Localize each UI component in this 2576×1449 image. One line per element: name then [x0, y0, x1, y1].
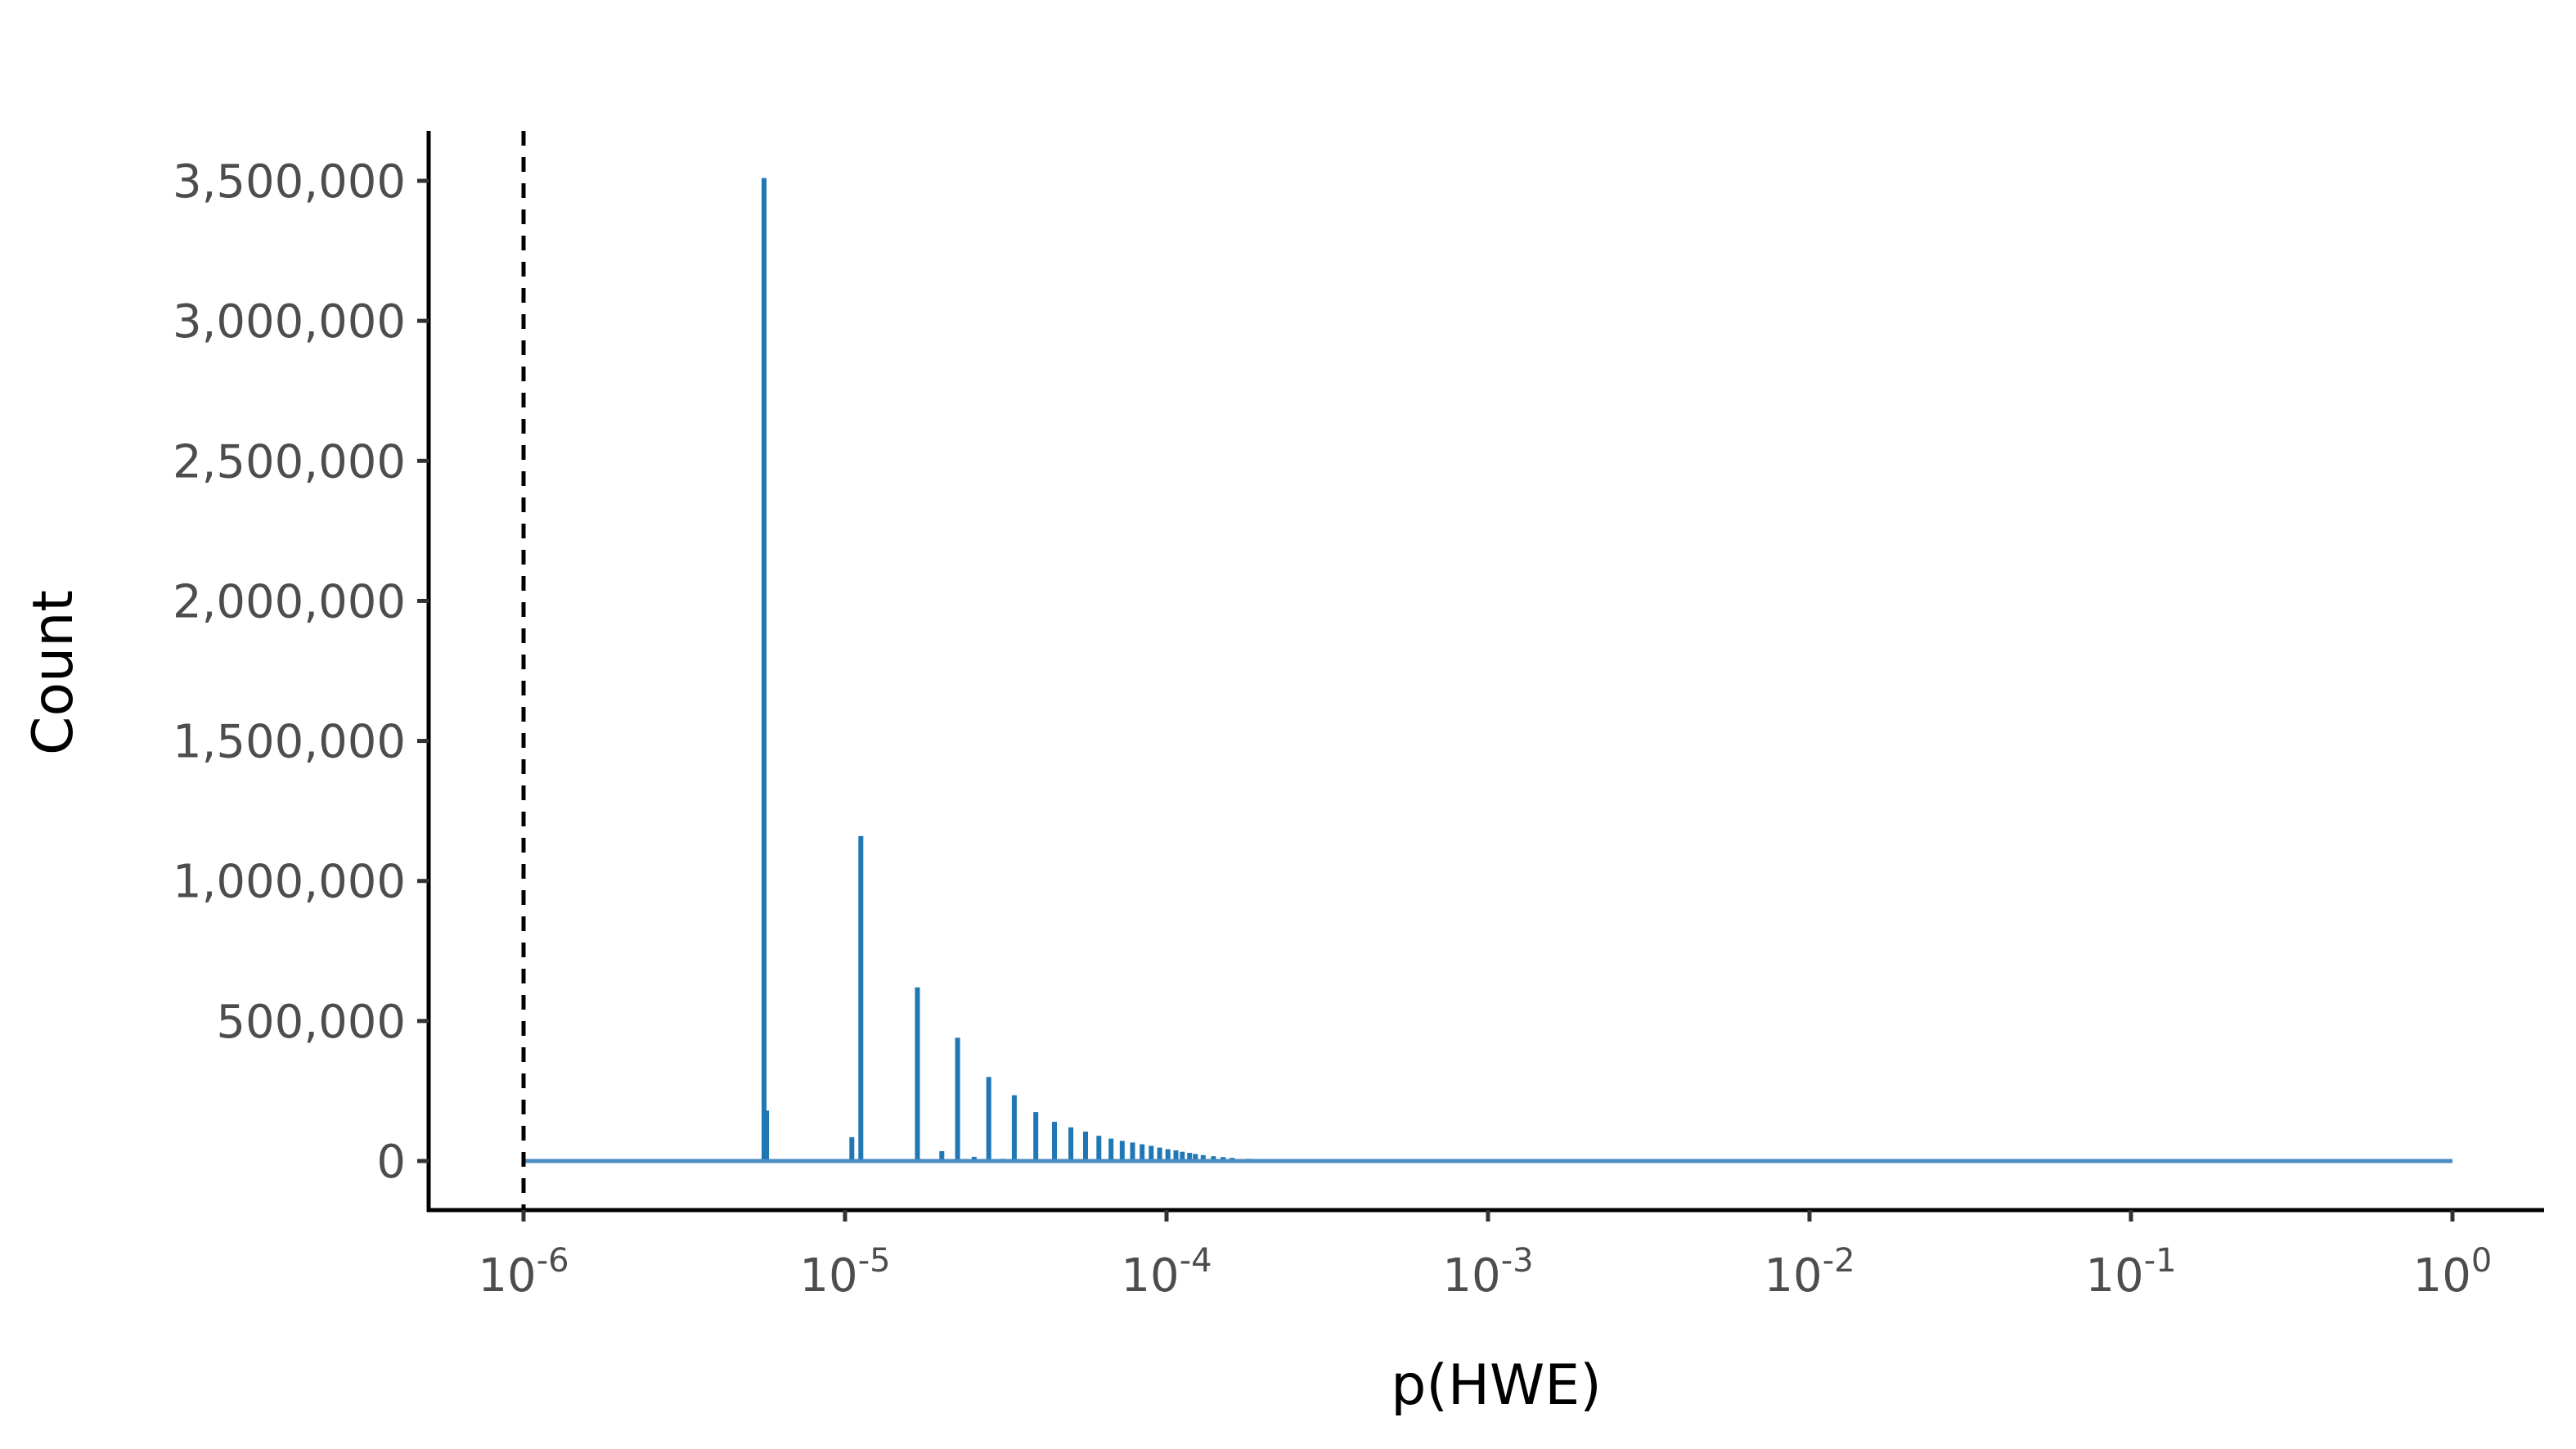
histogram-bar — [1157, 1147, 1162, 1161]
histogram-bar — [1052, 1122, 1057, 1161]
histogram-bar — [1180, 1151, 1185, 1161]
histogram-bar — [1108, 1138, 1114, 1161]
x-tick-label: 10-5 — [799, 1242, 890, 1303]
y-tick-label: 500,000 — [216, 996, 406, 1049]
histogram-bar — [1211, 1156, 1216, 1161]
x-tick-label: 10-4 — [1121, 1242, 1212, 1303]
x-axis-ticks: 10-6 10-5 10-4 10-3 10-2 10-1 100 — [478, 1210, 2492, 1303]
histogram-bar — [1193, 1154, 1198, 1161]
histogram-bar — [1119, 1141, 1125, 1161]
histogram-bar — [1033, 1112, 1039, 1161]
histogram-bar — [1173, 1150, 1179, 1161]
y-tick-label: 3,500,000 — [173, 155, 406, 209]
histogram-bar — [1096, 1136, 1102, 1161]
bars-layer — [762, 178, 2384, 1162]
histogram-bar — [849, 1136, 855, 1161]
y-tick-label: 1,000,000 — [173, 856, 406, 909]
histogram-bar — [971, 1156, 977, 1161]
x-tick-label: 10-2 — [1764, 1242, 1854, 1303]
histogram-bar — [1130, 1142, 1135, 1161]
y-tick-label: 3,000,000 — [173, 295, 406, 349]
histogram-bar — [1011, 1095, 1017, 1161]
histogram-bar — [1187, 1153, 1193, 1161]
histogram-bar — [1068, 1127, 1074, 1161]
y-tick-label: 0 — [376, 1136, 406, 1189]
x-tick-label: 10-6 — [478, 1242, 569, 1303]
histogram-bar — [1200, 1154, 1206, 1161]
histogram-bar — [858, 835, 864, 1161]
y-axis-title: Count — [21, 590, 86, 755]
histogram-bar — [939, 1151, 945, 1161]
y-tick-label: 1,500,000 — [173, 716, 406, 769]
histogram-bar — [986, 1077, 991, 1161]
histogram-bar — [1140, 1144, 1145, 1161]
y-tick-label: 2,000,000 — [173, 575, 406, 628]
histogram-bar — [1083, 1132, 1088, 1161]
y-axis-ticks: 0 500,000 1,000,000 1,500,000 2,000,000 2,500… — [173, 155, 429, 1189]
histogram-bar — [1165, 1149, 1171, 1161]
x-tick-label: 100 — [2413, 1242, 2493, 1303]
histogram-bar — [762, 178, 767, 1162]
histogram-bar — [764, 1110, 770, 1161]
x-axis-title: p(HWE) — [1391, 1353, 1602, 1418]
histogram-bar — [955, 1037, 960, 1161]
histogram-bar — [915, 987, 920, 1161]
x-tick-label: 10-3 — [1442, 1242, 1533, 1303]
y-tick-label: 2,500,000 — [173, 435, 406, 488]
x-tick-label: 10-1 — [2085, 1242, 2176, 1303]
histogram-bar — [1149, 1145, 1154, 1161]
